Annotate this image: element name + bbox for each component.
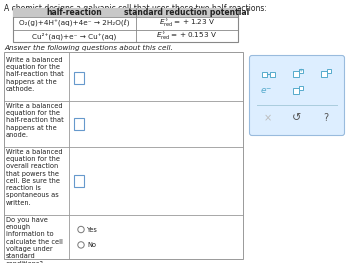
Text: Cu²⁺(aq)+e⁻ → Cu⁺(aq): Cu²⁺(aq)+e⁻ → Cu⁺(aq) xyxy=(32,32,117,39)
Text: half-reaction: half-reaction xyxy=(47,8,102,17)
Text: standard reduction potential: standard reduction potential xyxy=(124,8,250,17)
Text: A chemist designs a galvanic cell that uses these two half-reactions:: A chemist designs a galvanic cell that u… xyxy=(4,4,267,13)
Bar xyxy=(13,8,238,42)
Text: Write a balanced
equation for the
overall reaction
that powers the
cell. Be sure: Write a balanced equation for the overal… xyxy=(6,149,63,206)
Bar xyxy=(270,72,274,77)
Bar xyxy=(293,71,299,77)
Text: O₂(g)+4H⁺(aq)+4e⁻ → 2H₂O(ℓ): O₂(g)+4H⁺(aq)+4e⁻ → 2H₂O(ℓ) xyxy=(19,20,130,27)
Text: ↺: ↺ xyxy=(292,113,302,123)
Text: Yes: Yes xyxy=(87,226,98,232)
Bar xyxy=(74,118,84,130)
Text: $E^{\circ}_{\mathrm{red}}=+0.153\ \mathrm{V}$: $E^{\circ}_{\mathrm{red}}=+0.153\ \mathr… xyxy=(156,30,217,42)
Bar xyxy=(74,175,84,187)
Text: No: No xyxy=(87,242,96,248)
Bar xyxy=(261,72,266,77)
Bar xyxy=(299,86,303,90)
Bar xyxy=(327,69,331,73)
Text: Write a balanced
equation for the
half-reaction that
happens at the
cathode.: Write a balanced equation for the half-r… xyxy=(6,57,64,92)
Bar xyxy=(13,8,238,17)
Text: Do you have
enough
information to
calculate the cell
voltage under
standard
cond: Do you have enough information to calcul… xyxy=(6,217,63,263)
Bar xyxy=(299,69,303,73)
Text: $E^{\circ}_{\mathrm{red}}=+1.23\ \mathrm{V}$: $E^{\circ}_{\mathrm{red}}=+1.23\ \mathrm… xyxy=(159,17,215,29)
Text: Write a balanced
equation for the
half-reaction that
happens at the
anode.: Write a balanced equation for the half-r… xyxy=(6,103,64,138)
Bar xyxy=(321,71,327,77)
Bar xyxy=(293,88,299,94)
Text: ×: × xyxy=(264,113,272,123)
Bar xyxy=(4,52,243,259)
FancyBboxPatch shape xyxy=(250,55,344,135)
Bar xyxy=(74,72,84,84)
Text: $e^{-}$: $e^{-}$ xyxy=(260,86,272,96)
Circle shape xyxy=(78,242,84,248)
Text: +: + xyxy=(299,68,303,73)
Circle shape xyxy=(78,226,84,233)
Text: Answer the following questions about this cell.: Answer the following questions about thi… xyxy=(4,45,173,51)
Text: ?: ? xyxy=(323,113,329,123)
